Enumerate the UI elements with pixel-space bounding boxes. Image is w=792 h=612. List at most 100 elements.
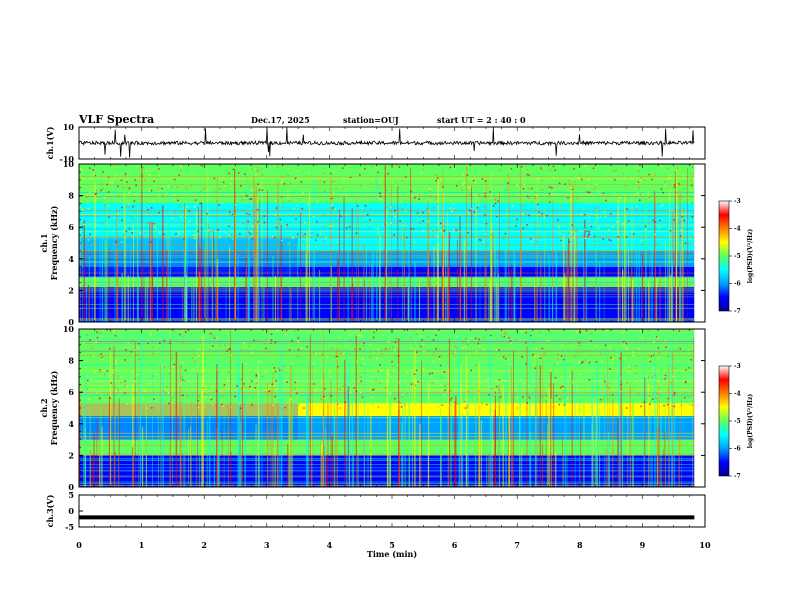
- ch1-spectrogram-speck-194: [418, 198, 420, 200]
- ch2-spectrogram-speck-88: [192, 335, 195, 338]
- ch1-spectrogram-speck-825: [482, 240, 485, 243]
- ch1-spectrogram-speck-532: [257, 166, 259, 169]
- ch1-spectrogram-speck-626: [110, 181, 112, 184]
- ch1-spectrogram-speck-573: [679, 229, 682, 232]
- ch1-spectrogram-speck-9: [640, 179, 642, 182]
- ch1-spectrogram-speck-344: [415, 216, 418, 219]
- ch1-spectrogram-speck-646: [467, 180, 470, 183]
- ch2-spectrogram-speck-606: [92, 345, 94, 347]
- ch2-spectrogram-speck-825: [431, 372, 434, 375]
- ch1-spectrogram-speck-172: [174, 212, 176, 214]
- ch2-spectrogram-speck-193: [147, 342, 150, 345]
- ch2-spectrogram-speck-397: [582, 361, 584, 363]
- ch2-spectrogram-speck-459: [404, 379, 406, 382]
- ch2-spectrogram-speck-539: [599, 404, 601, 407]
- ch1-spectrogram-speck-701: [579, 186, 582, 189]
- ch1-spectrogram-speck-274: [195, 199, 197, 202]
- ch1-spectrogram-speck-789: [144, 211, 147, 213]
- ch1-spectrogram-speck-680: [322, 240, 325, 242]
- ch1-spectrogram-speck-392: [131, 232, 133, 234]
- ch1-spectrogram-speck-18: [462, 183, 464, 185]
- ch1-spectrogram-speck-731: [643, 234, 646, 236]
- ch1-spectrogram-speck-810: [651, 178, 653, 181]
- ch1-spectrogram-speck-340: [364, 167, 366, 170]
- ch1-spectrogram-speck-264: [178, 205, 181, 207]
- ch2-spectrogram-speck-848: [134, 349, 137, 351]
- ch2-spectrogram-speck-684: [645, 375, 647, 377]
- ch2-spectrogram-speck-58: [500, 334, 502, 337]
- ch2-spectrogram-speck-341: [253, 339, 255, 342]
- ch2-spectrogram-speck-375: [210, 398, 213, 401]
- ch1-spectrogram-speck-354: [410, 208, 413, 210]
- ch1-spectrogram-speck-302: [148, 190, 151, 192]
- ch1-spectrogram-speck-821: [527, 187, 530, 190]
- ch2-spectrogram-speck-34: [103, 385, 106, 388]
- ch2-spectrogram-speck-364: [143, 396, 145, 399]
- ch2-spectrogram-speck-595: [680, 404, 683, 406]
- ch2-spectrogram-speck-253: [477, 390, 480, 393]
- ch2-spectrogram-speck-829: [590, 332, 593, 335]
- ch1-spectrogram-speck-639: [223, 185, 226, 187]
- ch1-spectrogram-speck-722: [287, 174, 289, 177]
- ch1-spectrogram-speck-720: [273, 236, 276, 239]
- ch2-spectrogram-speck-406: [538, 378, 541, 381]
- ch2-spectrogram-speck-577: [126, 386, 128, 388]
- ch1-spectrogram-speck-522: [483, 214, 486, 216]
- ch2-spectrogram-speck-411: [651, 353, 654, 356]
- ch2-spectrogram-speck-257: [619, 390, 622, 393]
- ch2-spectrogram-speck-217: [197, 407, 200, 409]
- ch1-spectrogram-speck-835: [443, 225, 445, 227]
- ch1-spectrogram-speck-703: [651, 227, 654, 229]
- ch2-spectrogram-speck-379: [369, 356, 371, 358]
- ch1-spectrogram-speck-765: [466, 166, 468, 169]
- ch2-spectrogram-speck-255: [326, 356, 329, 358]
- ch1-spectrogram-speck-879: [573, 181, 576, 184]
- ch2-spectrogram-speck-644: [348, 383, 350, 385]
- ch2-spectrogram-speck-26: [340, 388, 342, 391]
- ch1-spectrogram-speck-321: [560, 238, 563, 240]
- ch2-spectrogram-speck-254: [679, 347, 682, 350]
- ch1-spectrogram-speck-666: [246, 195, 248, 197]
- ch2-spectrogram-speck-274: [274, 370, 277, 373]
- ch1-spectrogram-speck-724: [653, 174, 655, 177]
- ch2-spectrogram-speck-491: [137, 346, 139, 349]
- ch1-spectrogram-speck-377: [578, 182, 580, 185]
- ch1-spectrogram-speck-61: [297, 233, 299, 236]
- ch2-spectrogram-speck-344: [127, 342, 129, 344]
- ch1-spectrogram-speck-592: [209, 230, 212, 233]
- ch1-spectrogram-speck-57: [433, 211, 436, 214]
- ch2-spectrogram-speck-325: [342, 353, 344, 355]
- ch1-spectrogram-speck-330: [583, 228, 586, 231]
- ch2-spectrogram-speck-566: [108, 352, 110, 355]
- ch1-spectrogram-speck-559: [82, 196, 84, 199]
- ch1-spectrogram-speck-615: [639, 193, 642, 196]
- ch2-spectrogram-speck-222: [451, 397, 453, 399]
- ch2-spectrogram-speck-811: [584, 359, 587, 361]
- ch2-spectrogram-speck-558: [114, 335, 117, 337]
- ch1-spectrogram-speck-637: [176, 235, 179, 237]
- ch1-spectrogram-speck-24: [557, 228, 560, 230]
- xtick-label-3: 3: [264, 540, 270, 550]
- ch2-spectrogram-speck-97: [245, 363, 248, 365]
- ch2-spectrogram-speck-505: [378, 376, 380, 379]
- ch2-spectrogram-speck-488: [285, 329, 288, 332]
- ch2-spectrogram-speck-852: [197, 354, 200, 357]
- ch1-spectrogram-speck-643: [686, 196, 689, 199]
- ch2-spectrogram-speck-630: [267, 385, 270, 387]
- ch2-spectrogram-speck-9: [652, 398, 654, 400]
- ch2-spectrogram-speck-823: [298, 404, 300, 407]
- ch2-spectrogram-speck-669: [422, 368, 425, 370]
- ch1-spectrogram-speck-660: [627, 201, 629, 203]
- ch1-spectrogram-speck-554: [446, 192, 449, 195]
- ch1-spectrogram-speck-730: [570, 187, 572, 190]
- ch1-spectrogram-speck-863: [179, 216, 182, 218]
- ch2-spectrogram-speck-53: [477, 391, 479, 393]
- ch1-spectrogram-speck-762: [256, 209, 259, 211]
- ch2-spectrogram-speck-553: [437, 406, 439, 408]
- ch2-spectrogram-speck-680: [648, 359, 651, 361]
- ch2-spectrogram-speck-786: [654, 374, 657, 377]
- ch2-spectrogram-speck-676: [173, 363, 176, 366]
- ch1-spectrogram-speck-817: [252, 188, 254, 191]
- ch2-spectrogram-speck-830: [440, 384, 442, 386]
- ch1-spectrogram-speck-350: [626, 208, 628, 210]
